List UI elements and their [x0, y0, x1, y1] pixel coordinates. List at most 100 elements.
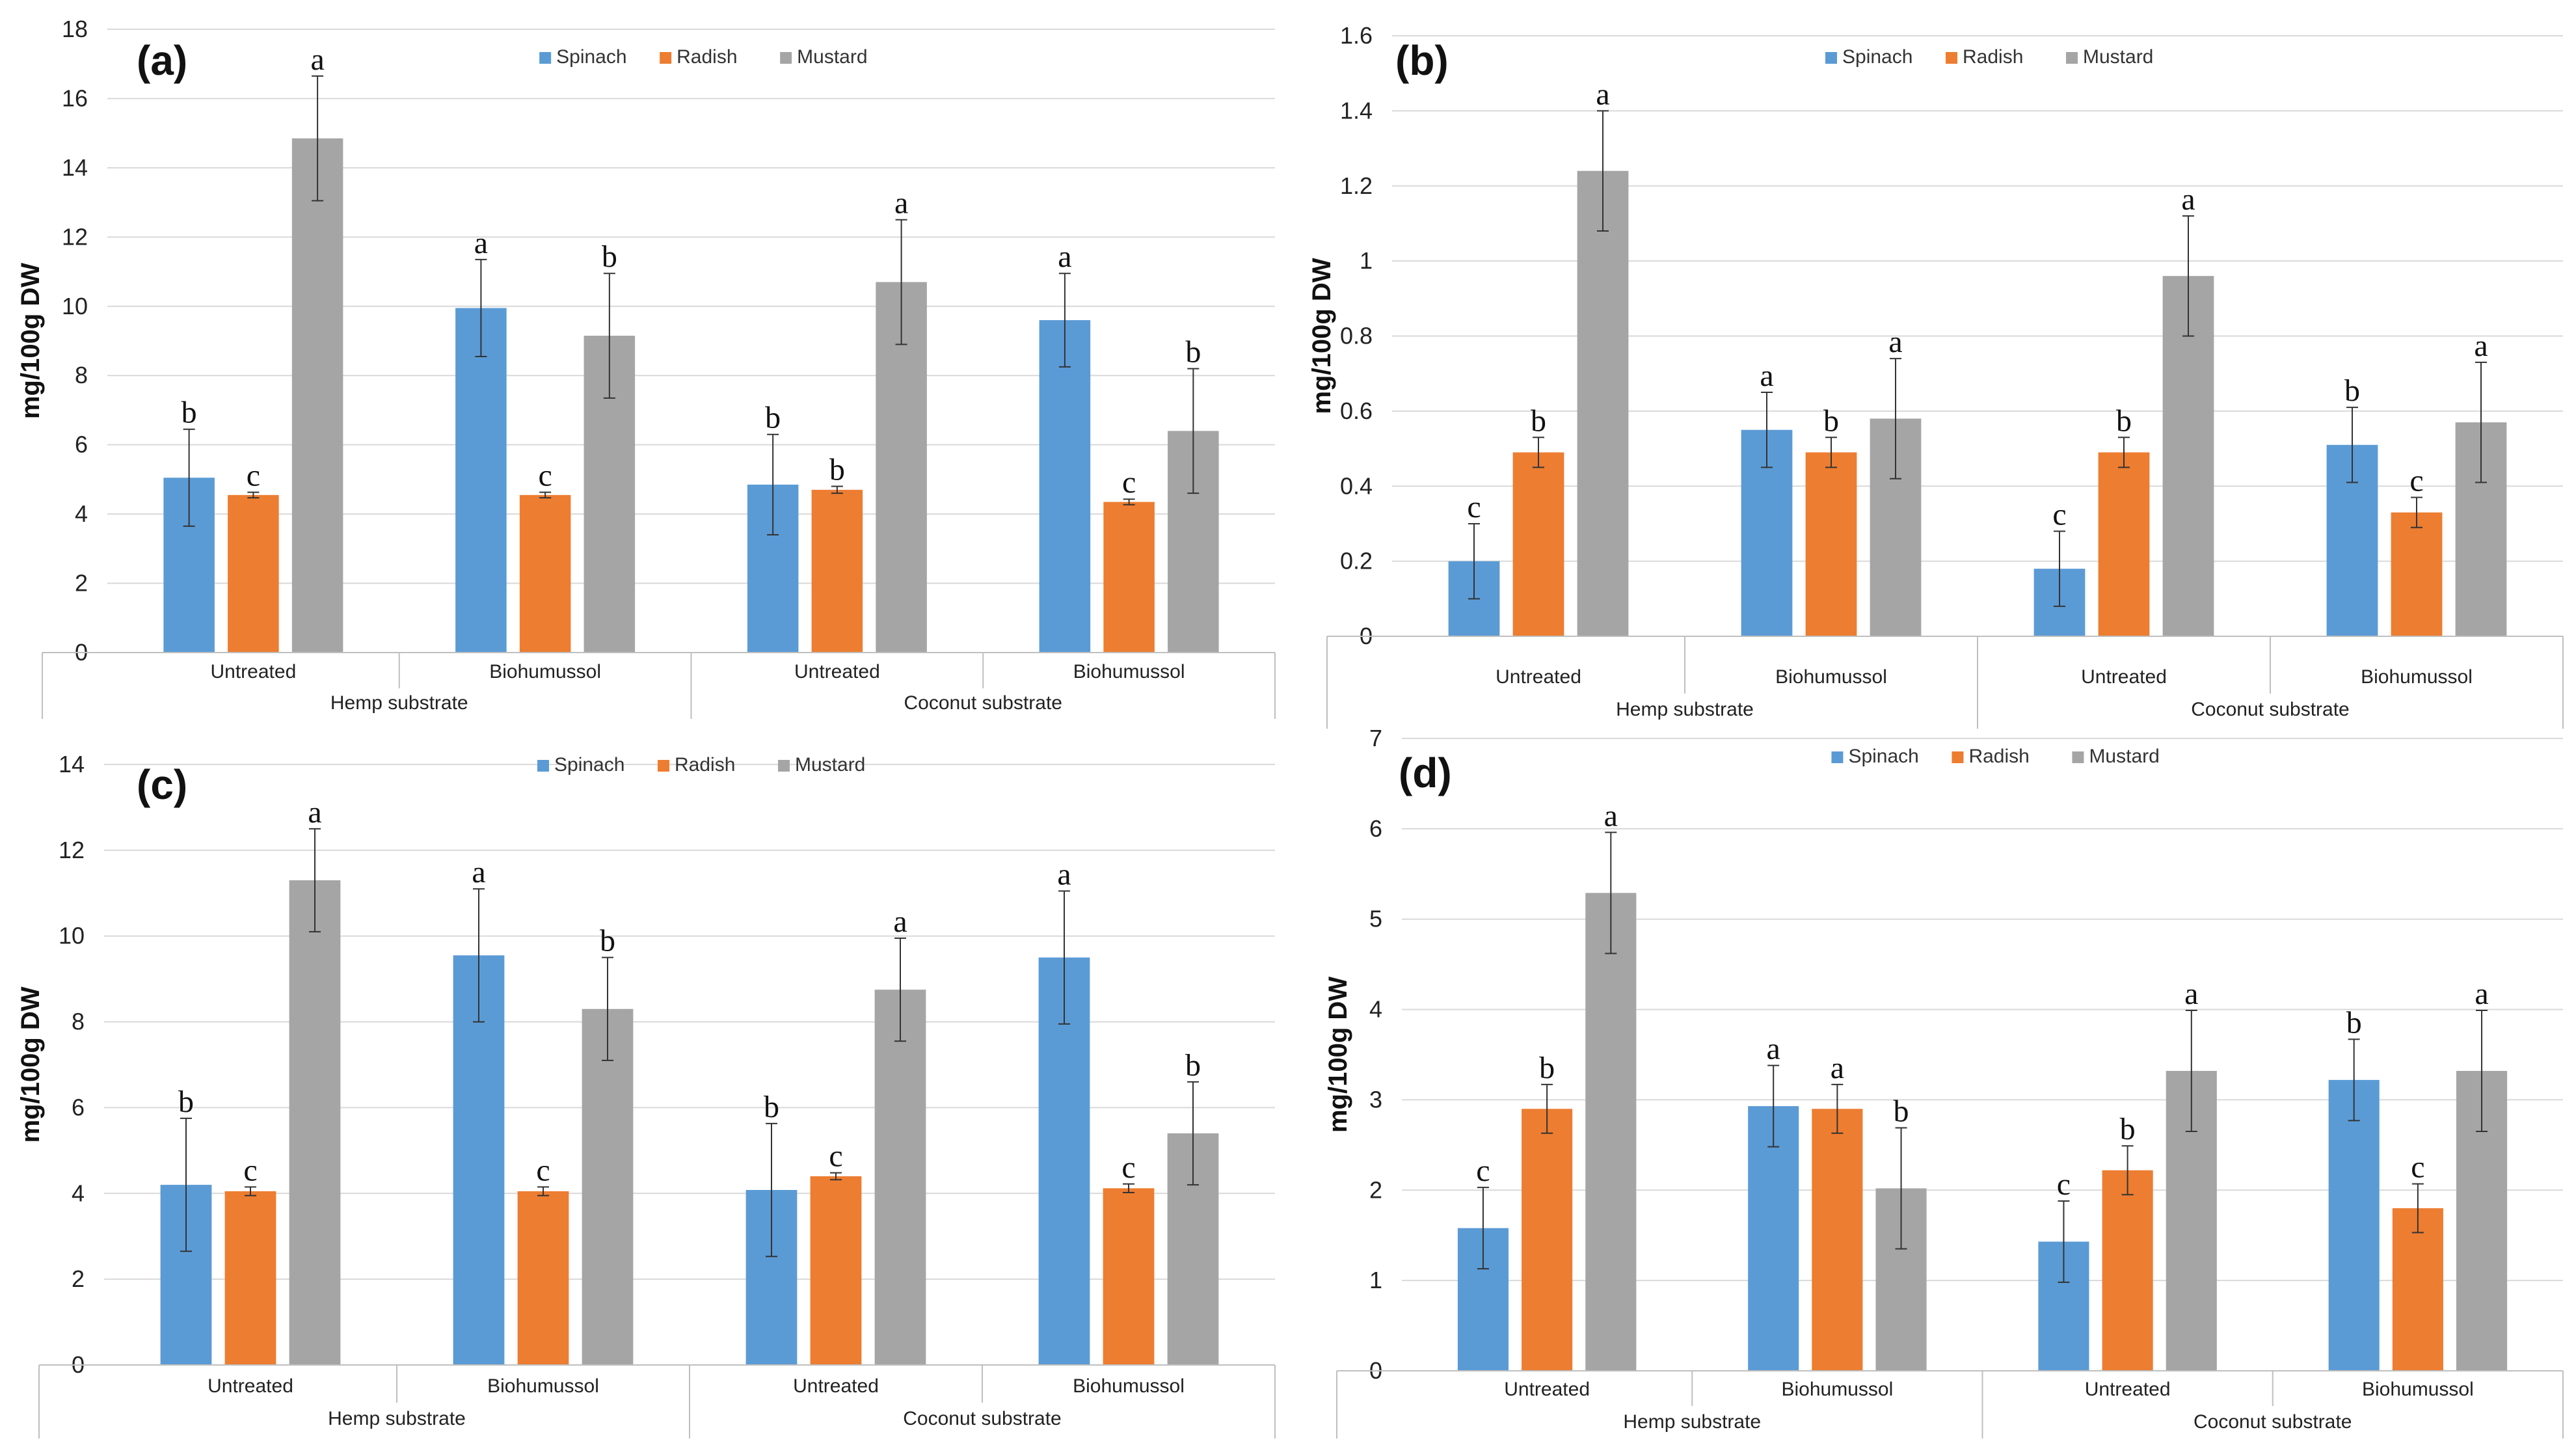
error-bar-radish-4	[1123, 1183, 1134, 1193]
y-tick-label: 3	[1369, 1086, 1382, 1113]
significance-letter: c	[1121, 1150, 1135, 1185]
group-label: Hemp substrate	[330, 692, 468, 714]
y-tick-label: 14	[59, 751, 85, 777]
significance-letter: c	[2411, 1150, 2424, 1185]
legend-swatch-spinach	[537, 760, 549, 772]
bar-radish-1	[1522, 1109, 1573, 1371]
category-label: Untreated	[793, 1375, 879, 1397]
y-tick-label: 0.2	[1340, 548, 1373, 574]
category-label: Biohumussol	[2362, 1379, 2474, 1400]
legend-swatch-mustard	[780, 52, 792, 64]
category-label: Untreated	[211, 661, 297, 682]
significance-letter: b	[764, 1090, 779, 1124]
group-label: Coconut substrate	[2194, 1411, 2352, 1433]
error-bar-spinach-1	[180, 1117, 192, 1252]
y-tick-label: 1.4	[1340, 97, 1373, 124]
significance-letter: b	[1531, 403, 1546, 438]
category-label: Biohumussol	[1073, 1375, 1185, 1397]
error-bar-spinach-1	[1468, 522, 1480, 600]
error-bar-spinach-4	[2348, 1038, 2360, 1122]
y-axis-label: mg/100g DW	[16, 986, 45, 1142]
significance-letter: a	[474, 226, 488, 260]
legend-swatch-radish	[660, 52, 672, 64]
error-bar-mustard-2	[1890, 358, 1901, 479]
error-bar-mustard-3	[895, 219, 907, 345]
group-label: Coconut substrate	[903, 1408, 1061, 1429]
bar-spinach-2	[455, 308, 507, 653]
category-label: Untreated	[1504, 1379, 1590, 1400]
y-tick-label: 0.4	[1340, 472, 1373, 499]
error-bar-spinach-3	[767, 433, 779, 536]
significance-letter: a	[1604, 798, 1618, 833]
error-bar-mustard-4	[2475, 361, 2487, 483]
bar-mustard-1	[289, 880, 341, 1365]
error-bar-mustard-4	[1187, 1081, 1199, 1186]
error-bar-radish-1	[1533, 437, 1544, 468]
category-label: Untreated	[1496, 666, 1581, 688]
category-label: Biohumussol	[487, 1375, 599, 1397]
significance-letter: c	[1122, 465, 1136, 500]
significance-letter: b	[765, 401, 781, 435]
significance-letter: b	[1185, 335, 1201, 370]
significance-letter: c	[2409, 464, 2423, 498]
error-bar-mustard-3	[2182, 215, 2194, 337]
significance-letter: a	[310, 42, 324, 77]
y-axis-label: mg/100g DW	[1308, 258, 1336, 414]
y-tick-label: 7	[1369, 725, 1382, 751]
significance-letter: a	[2184, 977, 2198, 1011]
error-bar-mustard-1	[309, 828, 321, 933]
error-bar-radish-3	[2118, 437, 2130, 468]
bar-mustard-1	[1585, 893, 1637, 1371]
error-bar-radish-2	[1831, 1083, 1844, 1134]
bar-radish-3	[2098, 452, 2150, 636]
legend-label-radish: Radish	[1968, 746, 2029, 767]
legend-label-mustard: Mustard	[2089, 746, 2159, 767]
group-label: Coconut substrate	[904, 692, 1062, 714]
error-bar-spinach-2	[475, 258, 487, 357]
significance-letter: a	[1767, 1032, 1780, 1066]
y-tick-label: 8	[75, 362, 88, 388]
significance-letter: a	[1831, 1051, 1844, 1085]
panel-label: (a)	[137, 37, 187, 84]
y-tick-label: 2	[72, 1265, 85, 1292]
bar-mustard-3	[874, 990, 926, 1365]
error-bar-mustard-1	[312, 75, 324, 202]
bar-radish-3	[811, 489, 863, 653]
significance-letter: b	[2346, 1005, 2362, 1040]
category-label: Biohumussol	[1775, 666, 1887, 688]
significance-letter: b	[2120, 1112, 2136, 1146]
error-bar-spinach-3	[766, 1122, 777, 1258]
legend-swatch-spinach	[539, 52, 552, 64]
error-bar-radish-4	[2411, 496, 2422, 528]
legend-label-radish: Radish	[677, 46, 737, 68]
error-bar-radish-3	[2121, 1145, 2134, 1196]
significance-letter: a	[472, 855, 485, 889]
significance-letter: a	[1057, 857, 1071, 891]
panel-label: (c)	[137, 761, 187, 808]
bar-radish-4	[2391, 512, 2443, 636]
bar-mustard-2	[582, 1008, 634, 1365]
legend-label-spinach: Spinach	[556, 46, 626, 68]
significance-letter: a	[2181, 182, 2195, 217]
category-label: Biohumussol	[2361, 666, 2473, 688]
error-bar-radish-2	[537, 1186, 549, 1196]
y-tick-label: 0.8	[1340, 323, 1373, 349]
significance-letter: b	[1894, 1094, 1909, 1128]
category-label: Untreated	[2085, 1379, 2171, 1400]
bar-radish-1	[224, 1191, 276, 1365]
error-bar-radish-1	[245, 1186, 256, 1196]
error-bar-radish-2	[1825, 437, 1837, 468]
category-label: Untreated	[794, 661, 880, 682]
chart-panel-2: 00.20.40.60.811.21.41.6mg/100g DW(b) Spin…	[1308, 22, 2564, 729]
error-bar-mustard-2	[602, 956, 613, 1061]
legend-label-spinach: Spinach	[1848, 746, 1918, 767]
y-tick-label: 6	[72, 1094, 85, 1120]
category-label: Biohumussol	[489, 661, 601, 682]
y-tick-label: 4	[1369, 996, 1382, 1023]
y-tick-label: 1.2	[1340, 172, 1373, 199]
y-axis-label: mg/100g DW	[16, 263, 45, 419]
category-label: Biohumussol	[1781, 1379, 1893, 1400]
y-tick-label: 5	[1369, 906, 1382, 932]
error-bar-radish-3	[830, 1172, 842, 1181]
